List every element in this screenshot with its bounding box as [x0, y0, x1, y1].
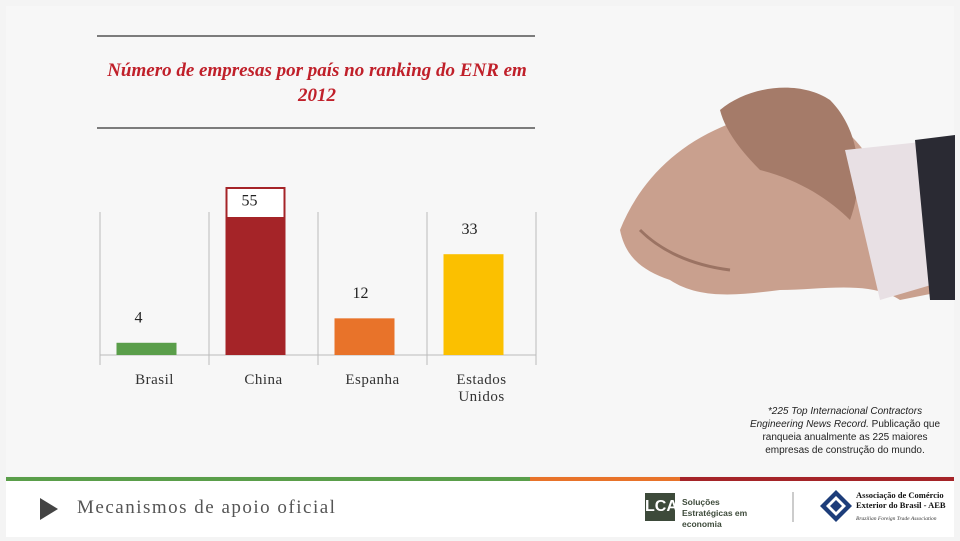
logo: Associação de Comércio Exterior do Brasi…	[856, 490, 946, 510]
footer-bar	[680, 477, 954, 481]
value-label: 4	[135, 309, 143, 326]
footer-bar	[530, 477, 680, 481]
bar	[334, 318, 395, 355]
value-label: 55	[242, 193, 258, 210]
aeb-logo-icon	[820, 490, 852, 522]
note-description: Publicação que ranqueia anualmente as 22…	[762, 419, 941, 456]
logo-tagline: Soluções Estratégicas em economia	[682, 497, 748, 529]
note-source: *225 Top Internacional Contractors Engin…	[749, 406, 923, 430]
footer-title: Mecanismos de apoio oficial	[77, 497, 337, 518]
logo: LCA	[645, 493, 678, 521]
x-tick-label: Espanha	[345, 372, 400, 388]
play-icon	[40, 498, 58, 520]
x-tick-label: Brasil	[135, 372, 174, 388]
note: *225 Top Internacional Contractors Engin…	[740, 405, 950, 457]
bar	[443, 254, 504, 355]
chart-title: Número de empresas por país no ranking d…	[107, 60, 527, 106]
footer-bar	[6, 477, 954, 481]
value-label: 12	[353, 285, 369, 302]
value-label: 33	[462, 221, 478, 238]
logo-tagline: Brazilian Foreign Trade Association	[856, 516, 937, 522]
footer	[6, 481, 954, 537]
handshake-image	[620, 87, 955, 300]
x-tick-label: Estados Unidos	[456, 372, 507, 405]
x-tick-label: China	[244, 372, 283, 388]
bar	[116, 342, 177, 355]
value-label-box	[227, 189, 284, 217]
